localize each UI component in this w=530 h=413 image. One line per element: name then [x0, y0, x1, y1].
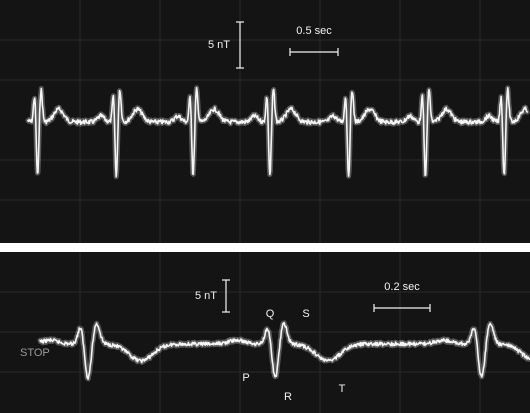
oscilloscope-panel-bottom: 5 nT 0.2 sec STOP Q S P R T [0, 252, 530, 413]
time-scale-label-bottom: 0.2 sec [384, 281, 420, 293]
time-scale-label-top: 0.5 sec [296, 25, 332, 37]
trace-line-1 [39, 322, 530, 380]
chart-bottom-svg: 5 nT 0.2 sec STOP Q S P R T [0, 252, 530, 413]
trace-glow-1 [37, 320, 530, 382]
wave-label-t: T [339, 383, 346, 395]
trace-line-0 [27, 86, 528, 178]
status-stop-label: STOP [20, 347, 50, 359]
chart-top-svg: 5 nT 0.5 sec [0, 0, 530, 243]
wave-label-r: R [284, 391, 292, 403]
wave-label-s: S [302, 308, 309, 320]
oscilloscope-panel-top: 5 nT 0.5 sec [0, 0, 530, 243]
wave-label-p: P [242, 372, 249, 384]
trace-top [25, 85, 530, 180]
wave-label-q: Q [266, 308, 275, 320]
amplitude-scale-label-top: 5 nT [208, 39, 230, 51]
amplitude-scale-label-bottom: 5 nT [195, 290, 217, 302]
trace-bottom [37, 320, 530, 382]
trace-glow-0 [25, 85, 530, 180]
